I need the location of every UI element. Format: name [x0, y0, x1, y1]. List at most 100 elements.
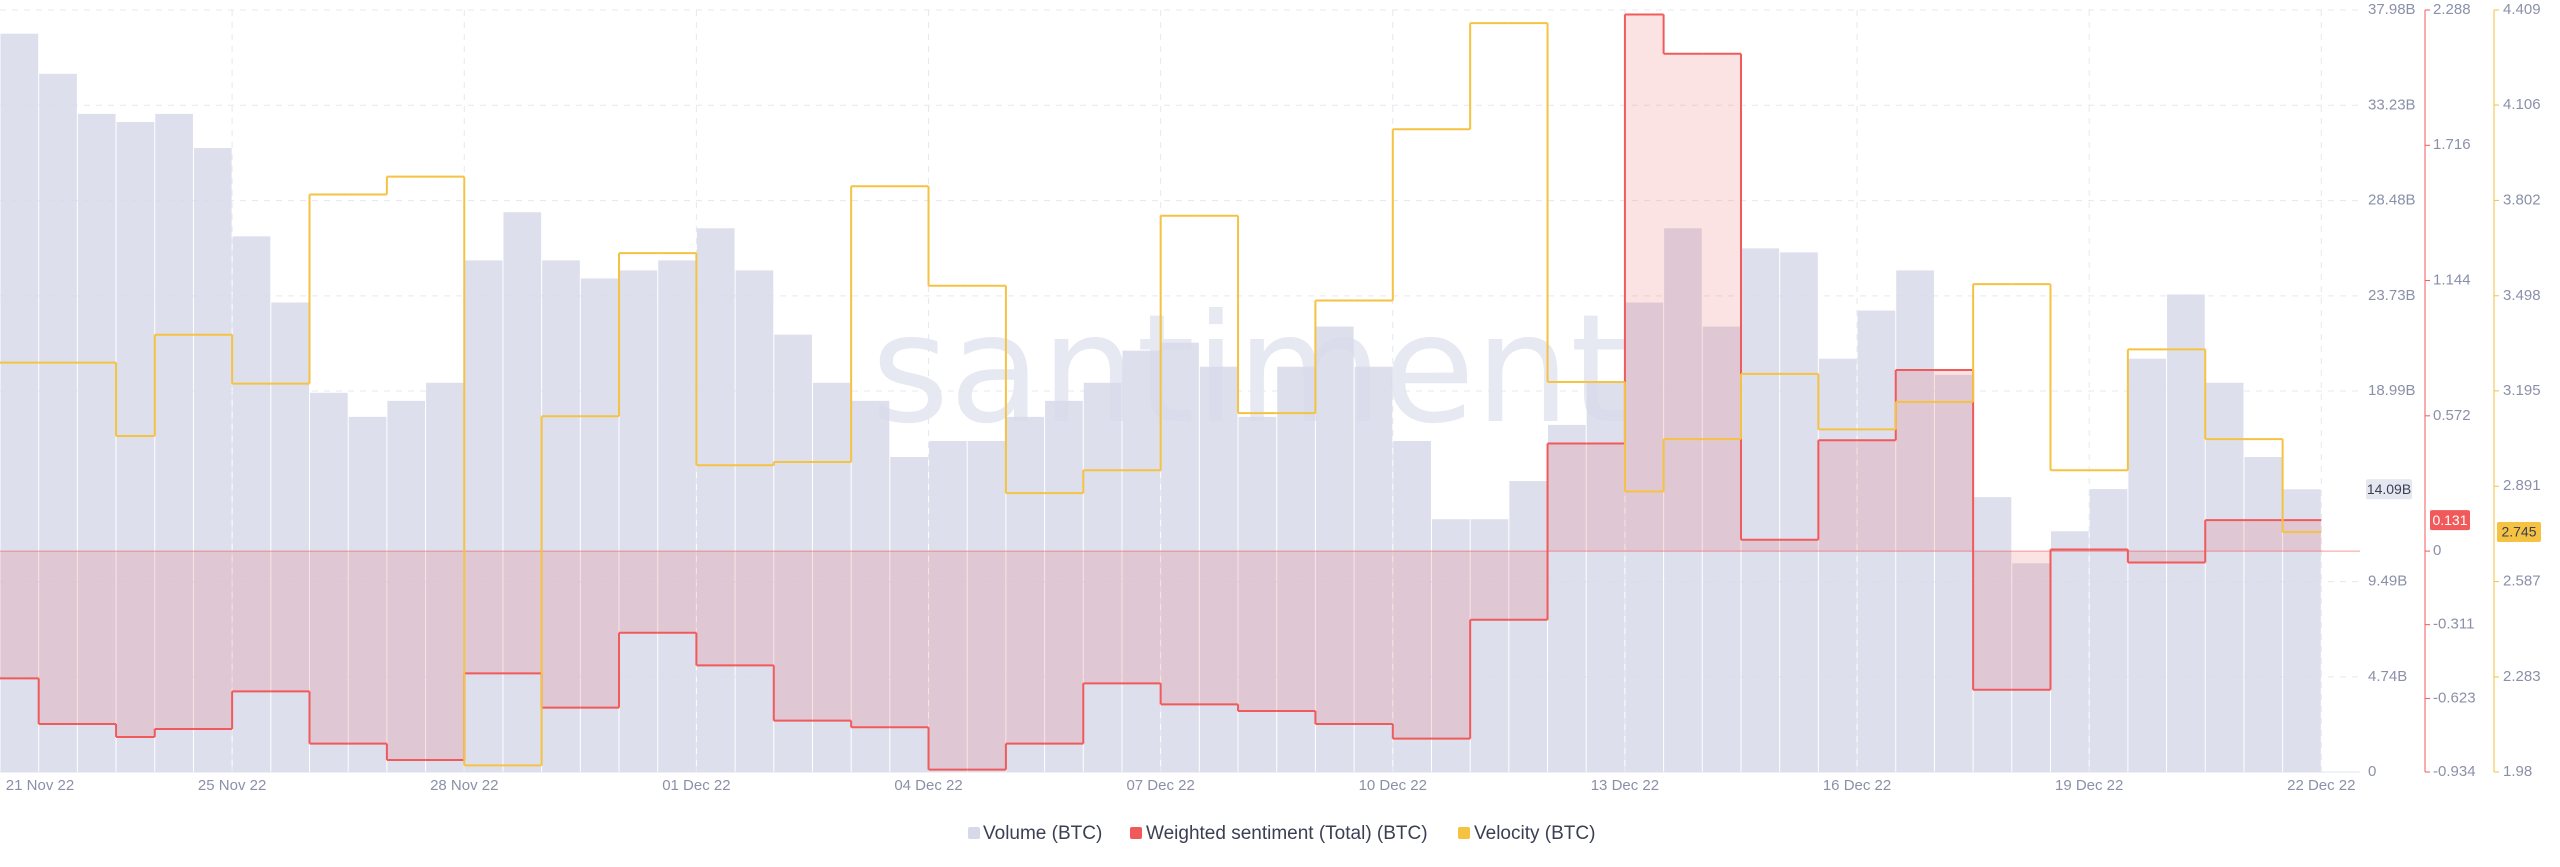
sentiment-area	[77, 551, 117, 724]
legend-swatch[interactable]	[1130, 827, 1142, 839]
y3-tick-label: 2.891	[2503, 477, 2541, 494]
sentiment-area	[2011, 551, 2051, 690]
sentiment-area	[154, 551, 194, 729]
volume-bar	[890, 457, 929, 772]
volume-bar	[1857, 310, 1896, 772]
volume-bar	[310, 392, 348, 772]
volume-bar	[1509, 481, 1548, 772]
sentiment-area	[1547, 443, 1587, 552]
x-tick-label: 19 Dec 22	[2055, 777, 2123, 794]
sentiment-area	[1895, 369, 1935, 552]
volume-bar	[967, 440, 1006, 772]
y-tick-label: 4.74B	[2368, 668, 2407, 685]
sentiment-area	[309, 551, 349, 744]
volume-bar	[232, 236, 271, 772]
y3-tick-label: 2.587	[2503, 573, 2541, 590]
sentiment-area	[1818, 440, 1858, 552]
sentiment-area	[2282, 520, 2322, 552]
volume-bar	[503, 212, 542, 773]
volume-bar	[542, 260, 580, 772]
sentiment-area	[425, 551, 465, 760]
volume-bar	[1238, 416, 1277, 772]
x-tick-label: 28 Nov 22	[430, 777, 498, 794]
sentiment-area	[1857, 440, 1896, 552]
sentiment-area	[1431, 551, 1471, 739]
sentiment-area	[1702, 53, 1741, 552]
sentiment-area	[38, 551, 78, 724]
volume-bar	[1818, 358, 1857, 772]
sentiment-area	[1740, 539, 1780, 552]
sentiment-area	[541, 551, 581, 708]
volume-bar	[1780, 252, 1818, 772]
volume-bar	[2205, 382, 2244, 772]
legend-label[interactable]: Weighted sentiment (Total) (BTC)	[1146, 823, 1428, 844]
volume-bar	[1741, 248, 1780, 772]
volume-bar	[271, 302, 310, 772]
legend-swatch[interactable]	[968, 827, 980, 839]
y2-tick-label: -0.934	[2433, 763, 2476, 780]
volume-bar	[0, 33, 39, 773]
volume-bar	[387, 400, 426, 772]
sentiment-area	[580, 551, 620, 708]
x-tick-label: 07 Dec 22	[1126, 777, 1194, 794]
volume-bar	[2167, 294, 2205, 772]
y-tick-label: 9.49B	[2368, 573, 2407, 590]
x-tick-label: 21 Nov 22	[6, 777, 74, 794]
volume-bar	[1934, 374, 1973, 772]
x-tick-label: 25 Nov 22	[198, 777, 266, 794]
sentiment-area	[967, 551, 1006, 770]
volume-bar	[1083, 382, 1122, 772]
sentiment-area	[502, 551, 542, 674]
sentiment-area	[232, 551, 271, 692]
sentiment-area	[1586, 443, 1625, 552]
volume-bar	[774, 334, 812, 772]
y3-tick-label: 4.409	[2503, 1, 2541, 18]
sentiment-area	[193, 551, 233, 729]
legend-swatch[interactable]	[1458, 827, 1470, 839]
sentiment-area	[928, 551, 968, 770]
sentiment-area	[1973, 551, 2012, 690]
volume-bar	[464, 260, 503, 772]
y2-tick-label: 2.288	[2433, 1, 2471, 18]
volume-bar	[1896, 270, 1934, 772]
volume-bar	[193, 148, 232, 772]
volume-bar	[1470, 519, 1509, 772]
sentiment-area	[1005, 551, 1045, 744]
sentiment-area	[464, 551, 503, 674]
y-tick-label: 23.73B	[2368, 287, 2416, 304]
volume-bar	[1122, 350, 1161, 772]
current-value-box	[2430, 510, 2470, 531]
current-value-label: 2.745	[2501, 524, 2536, 540]
sentiment-area	[2166, 551, 2206, 563]
current-value-label: 14.09B	[2367, 481, 2411, 497]
sentiment-area	[1508, 551, 1548, 620]
volume-bar	[2012, 563, 2050, 772]
volume-bar	[2050, 531, 2089, 772]
current-value-label: 0.131	[2432, 512, 2467, 528]
sentiment-area	[270, 551, 310, 692]
sentiment-area	[619, 551, 658, 633]
sentiment-area	[1083, 551, 1122, 684]
volume-bar	[1393, 440, 1431, 772]
sentiment-area	[1121, 551, 1161, 684]
volume-bar	[2128, 358, 2167, 772]
x-tick-label: 22 Dec 22	[2287, 777, 2355, 794]
legend-label[interactable]: Velocity (BTC)	[1474, 823, 1595, 844]
sentiment-area	[1663, 53, 1703, 552]
volume-bar	[580, 278, 619, 772]
sentiment-area	[1624, 14, 1664, 552]
sentiment-area	[1276, 551, 1316, 711]
volume-bar	[619, 270, 658, 772]
volume-bar	[348, 416, 387, 772]
x-tick-label: 01 Dec 22	[662, 777, 730, 794]
y-tick-label: 18.99B	[2368, 382, 2416, 399]
y3-tick-label: 4.106	[2503, 96, 2541, 113]
sentiment-area	[0, 551, 39, 679]
sentiment-area	[657, 551, 697, 633]
x-tick-label: 16 Dec 22	[1823, 777, 1891, 794]
volume-bar	[1431, 519, 1470, 772]
legend-label[interactable]: Volume (BTC)	[983, 823, 1102, 844]
sentiment-area	[735, 551, 774, 666]
sentiment-area	[116, 551, 155, 737]
y2-tick-label: -0.311	[2433, 616, 2474, 633]
